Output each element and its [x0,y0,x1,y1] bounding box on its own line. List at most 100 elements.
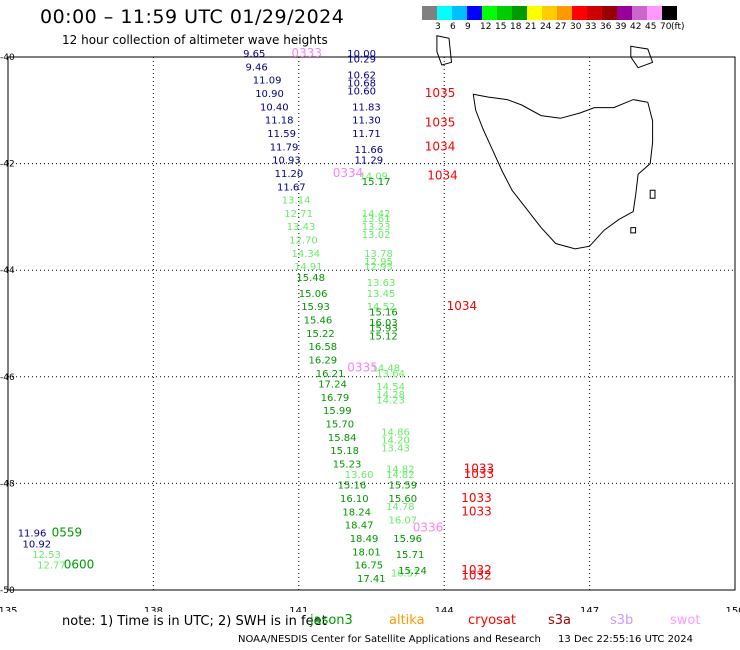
scale-label: 21 [525,22,537,32]
wave-height-reading: 15.12 [369,332,398,343]
maria-island [649,189,656,199]
wave-height-reading: 15.93 [301,302,330,313]
wave-height-reading: 14.28 [376,390,405,401]
scale-swatch [467,6,482,20]
wave-height-reading: 15.17 [362,177,391,188]
pass-time-label: 0334 [333,166,364,180]
pass-time-label: 1033 [461,491,492,505]
scale-label: 39 [615,22,627,32]
scale-label: 18 [510,22,522,32]
pass-time-label: 1034 [447,299,478,313]
lat-tick-label: -42 [0,160,15,170]
satellite-legend-swot: swot [670,613,701,628]
wave-height-reading: 10.92 [23,539,52,550]
lat-tick-label: -46 [0,373,15,383]
wave-height-reading: 18.49 [350,534,379,545]
scale-swatch [572,6,587,20]
wave-height-reading: 14.82 [386,470,415,481]
scale-swatch [422,6,437,20]
lat-tick-label: -50 [0,586,15,596]
scale-label: 12 [480,22,492,32]
wave-height-reading: 13.02 [362,230,391,241]
pass-time-label: 1032 [461,568,492,582]
scale-swatch [482,6,497,20]
scale-swatch [527,6,542,20]
wave-height-reading: 11.66 [355,145,384,156]
wave-height-reading: 15.23 [333,459,362,470]
wave-height-reading: 13.78 [364,249,393,260]
pass-time-label: 0600 [64,558,95,572]
scale-swatch [452,6,467,20]
wave-height-reading: 16.03 [369,318,398,329]
wave-height-reading: 11.71 [352,129,381,140]
pass-time-label: 0336 [413,520,444,534]
wave-height-reading: 10.93 [272,156,301,167]
scale-label: 3 [435,22,441,32]
scale-label: 6 [450,22,456,32]
wave-height-reading: 12.77 [37,561,66,572]
pass-time-label: 1034 [425,139,456,153]
satellite-legend-jason3: jason3 [310,613,353,628]
wave-height-reading: 13.63 [367,278,396,289]
footer-credit: NOAA/NESDIS Center for Satellite Applica… [238,634,541,645]
wave-height-reading: 14.91 [294,262,323,273]
wave-height-reading: 11.09 [253,76,282,87]
scale-label: 27 [555,22,567,32]
wave-height-reading: 16.75 [355,561,384,572]
tasmania-coastline [472,93,654,250]
pass-time-label: 1033 [464,462,495,476]
satellite-legend-s3b: s3b [610,613,634,628]
wave-height-reading: 13.43 [381,443,410,454]
page-title: 00:00 – 11:59 UTC 01/29/2024 [40,6,345,28]
lon-tick-label: 141 [289,606,308,612]
wave-height-reading: 15.84 [328,433,357,444]
wave-height-reading: 10.00 [347,49,376,60]
lon-tick-label: 138 [144,606,163,612]
wave-height-reading: 14.54 [376,382,405,393]
flinders-island [630,45,654,69]
wave-height-reading: 14.42 [362,209,391,220]
wave-height-reading: 10.60 [347,86,376,97]
wave-height-reading: 18.01 [352,547,381,558]
pass-time-label: 1033 [464,467,495,481]
wave-height-map: 135 138 141 144 147 150 -40 -42 -44 -46 -48 -50 9.65… [0,35,740,612]
wave-height-reading: 10.29 [347,54,376,65]
scale-swatch [542,6,557,20]
scale-swatch [617,6,632,20]
footer: NOAA/NESDIS Center for Satellite Applica… [238,634,693,645]
lon-tick-label: 135 [0,606,18,612]
king-island [436,35,453,66]
scale-swatch [587,6,602,20]
scale-swatch [662,6,677,20]
scale-label: 42 [630,22,642,32]
wave-height-reading: 17.41 [357,574,386,585]
wave-height-reading: 15.99 [323,406,352,417]
color-scale-labels: 3 6 9 12 15 18 21 24 27 30 33 36 39 42 45 70 (ft) [422,22,740,36]
wave-height-reading: 16.10 [340,494,369,505]
wave-height-reading: 15.93 [369,324,398,335]
wave-height-reading: 13.60 [345,470,374,481]
note-text: note: 1) Time is in UTC; 2) SWH is in fe… [62,614,327,629]
wave-height-reading: 10.68 [347,78,376,89]
wave-height-reading: 10.62 [347,70,376,81]
pass-time-label: 0335 [347,361,378,375]
pass-time-label: 1035 [425,86,456,100]
wave-height-reading: 16.57 [391,569,420,580]
wave-height-reading: 15.96 [393,534,422,545]
pass-time-label: 1035 [425,115,456,129]
scale-swatch [632,6,647,20]
lat-tick-label: -40 [0,53,15,63]
wave-height-reading: 14.20 [381,435,410,446]
wave-height-reading: 15.22 [306,329,335,340]
lat-tick-label: -44 [0,266,15,276]
wave-height-reading: 14.34 [292,249,321,260]
satellite-legend-altika: altika [389,613,425,628]
wave-height-reading: 15.60 [389,494,418,505]
pass-time-label: 1033 [461,504,492,518]
wave-height-reading: 12.71 [284,209,313,220]
pass-time-label: 1032 [461,563,492,577]
wave-height-reading: 11.67 [277,182,306,193]
wave-height-reading: 14.23 [376,395,405,406]
wave-height-reading: 9.65 [243,49,265,60]
wave-height-reading: 13.43 [287,222,316,233]
